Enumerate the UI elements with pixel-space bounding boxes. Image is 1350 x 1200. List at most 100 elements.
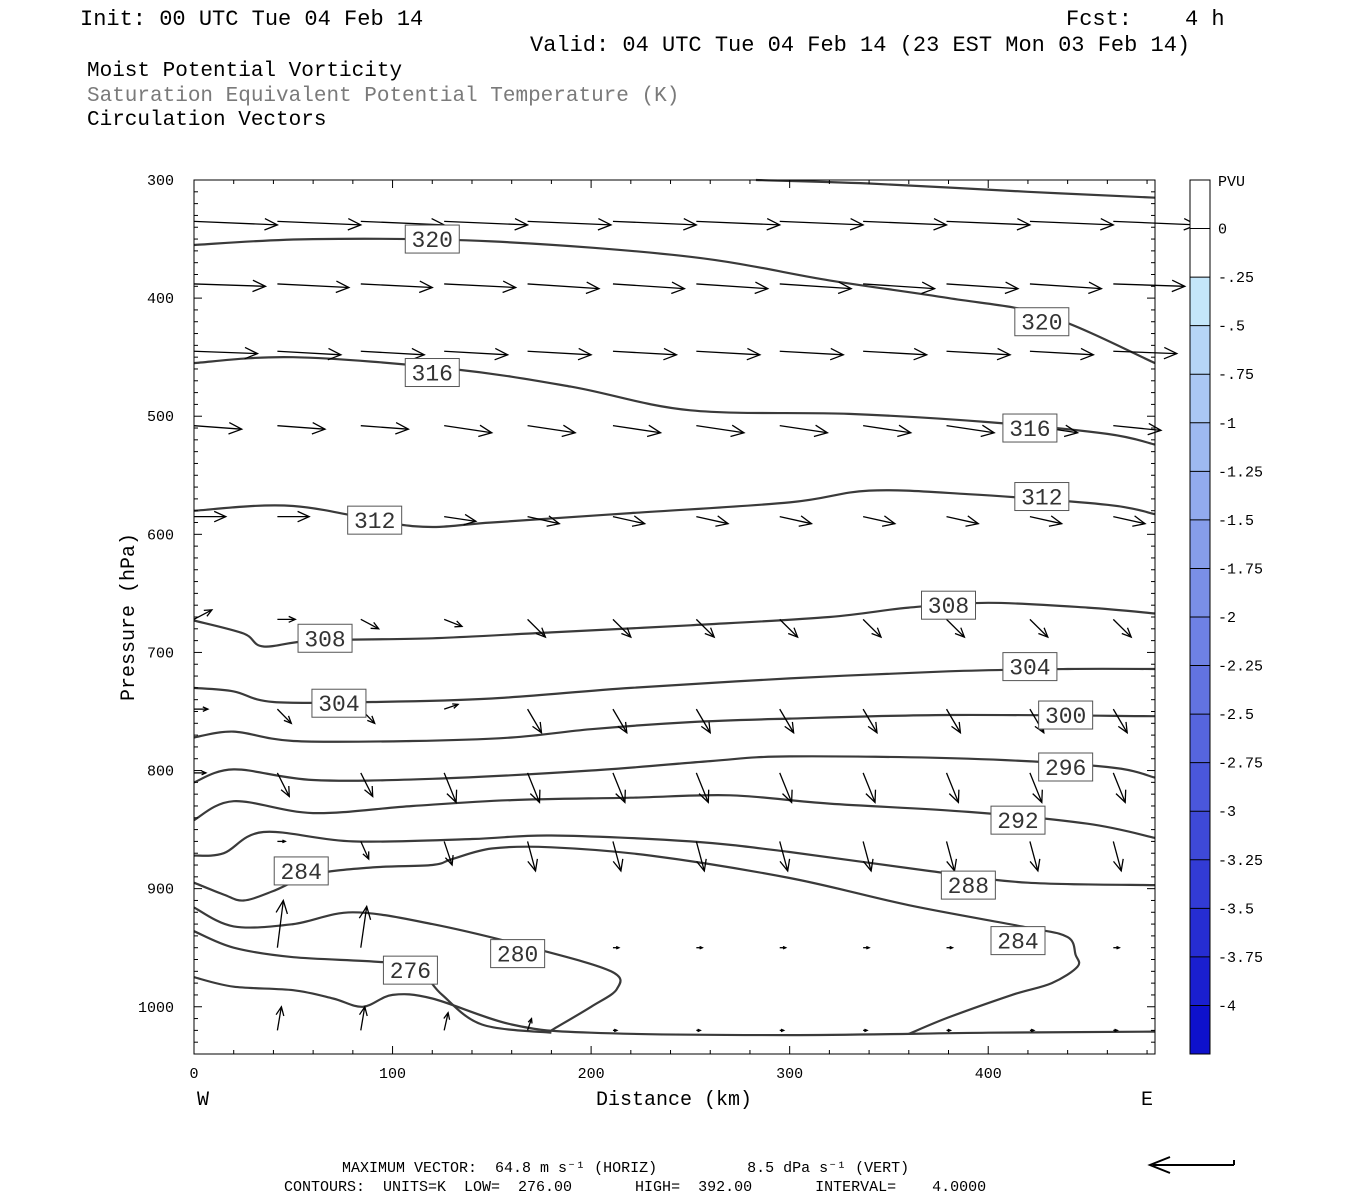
colorbar-tick-label: -2.5	[1218, 707, 1254, 724]
circulation-vector	[277, 615, 297, 623]
contour-label: 304	[311, 688, 367, 718]
circulation-vector	[695, 618, 716, 639]
circulation-vector	[612, 515, 647, 527]
colorbar-segment	[1190, 908, 1210, 958]
circulation-vector	[945, 708, 962, 735]
circulation-vector	[1113, 1028, 1119, 1033]
contour-label: 308	[297, 623, 353, 653]
contour-label-text: 276	[390, 959, 431, 985]
y-axis-label: Pressure (hPa)	[118, 533, 141, 701]
colorbar-tick-label: -2	[1218, 610, 1236, 627]
x-tick-label: 300	[776, 1066, 803, 1083]
circulation-vector	[194, 706, 210, 712]
valid-time: Valid: 04 UTC Tue 04 Feb 14 (23 EST Mon …	[530, 33, 1190, 58]
contour-line-280	[193, 906, 622, 1032]
circulation-vector	[193, 422, 244, 435]
x-tick-label: 100	[379, 1066, 406, 1083]
circulation-vector	[946, 945, 955, 950]
circulation-vector	[1113, 945, 1121, 950]
contour-label-text: 284	[281, 860, 322, 886]
circulation-vector	[863, 1028, 869, 1033]
colorbar-segment	[1190, 762, 1210, 812]
circulation-vector	[275, 898, 289, 948]
circulation-vector	[193, 218, 279, 231]
forecast-label: Fcst:	[1066, 7, 1132, 32]
colorbar-segment	[1190, 811, 1210, 861]
circulation-vector	[695, 772, 710, 804]
circulation-vector	[779, 945, 788, 950]
circulation-vector	[193, 346, 260, 360]
circulation-vector	[863, 945, 871, 950]
contour-label: 308	[921, 590, 977, 620]
colorbar-segment	[1190, 956, 1210, 1006]
circulation-vector	[1029, 841, 1041, 873]
circulation-vector	[443, 703, 460, 710]
circulation-vector	[612, 281, 686, 295]
y-tick-label: 800	[147, 764, 174, 781]
circulation-vector	[444, 424, 494, 438]
circulation-vector	[443, 1011, 451, 1031]
contour-label-text: 316	[412, 362, 453, 388]
colorbar-tick-label: -3.25	[1218, 853, 1263, 870]
circulation-vector	[612, 618, 632, 639]
circulation-vector	[1029, 515, 1064, 527]
field-title-2: Saturation Equivalent Potential Temperat…	[87, 85, 679, 108]
circulation-vector	[444, 513, 478, 526]
contour-label-text: 280	[497, 943, 538, 969]
x-axis-label: Distance (km)	[596, 1089, 752, 1112]
contour-label-text: 304	[318, 692, 359, 718]
circulation-vector	[276, 708, 293, 725]
contour-line-320	[193, 237, 1156, 365]
circulation-vector	[862, 515, 897, 527]
circulation-vector	[1112, 708, 1129, 735]
contour-label-text: 312	[1021, 486, 1062, 512]
colorbar-tick-label: -2.75	[1218, 756, 1263, 773]
contour-label-text: 284	[997, 930, 1038, 956]
circulation-vector	[946, 618, 966, 639]
x-tick-label: 400	[975, 1066, 1002, 1083]
contour-label-text: 308	[928, 594, 969, 620]
circulation-vector	[695, 841, 707, 873]
colorbar-tick-label: -1	[1218, 416, 1236, 433]
contour-label: 320	[1014, 307, 1070, 337]
y-tick-label: 1000	[138, 1000, 174, 1017]
contour-label: 316	[1002, 413, 1058, 443]
circulation-vector	[1029, 218, 1115, 231]
circulation-vector	[277, 347, 343, 361]
contour-label-text: 320	[1021, 311, 1062, 337]
colorbar-segment	[1190, 568, 1210, 618]
circulation-vector	[360, 280, 434, 294]
contour-line-unlabeled	[193, 976, 1156, 1037]
colorbar-tick-label: -1.25	[1218, 464, 1263, 481]
circulation-vector	[779, 841, 791, 873]
colorbar-tick-label: -4	[1218, 998, 1236, 1015]
field-title-1: Moist Potential Vorticity	[87, 60, 402, 83]
contour-line-300	[193, 713, 1156, 743]
x-tick-label: 200	[578, 1066, 605, 1083]
colorbar-tick-label: -.75	[1218, 367, 1254, 384]
circulation-vector	[1113, 279, 1187, 293]
circulation-vector	[277, 422, 327, 435]
circulation-vector	[526, 1017, 533, 1031]
colorbar-segment	[1190, 374, 1210, 424]
circulation-vector	[194, 770, 208, 776]
circulation-vector	[1113, 422, 1163, 436]
contour-labels: 320 320 316 316 312 312 308 308 304 304 300 296 292 2…	[273, 224, 1094, 985]
colorbar-tick-label: -1.75	[1218, 561, 1263, 578]
colorbar-segment	[1190, 325, 1210, 375]
circulation-vector	[277, 510, 311, 523]
contour-label: 276	[382, 955, 438, 985]
colorbar-segment	[1190, 228, 1210, 278]
y-tick-label: 600	[147, 527, 174, 544]
circulation-vector	[194, 510, 228, 523]
colorbar-segment	[1190, 422, 1210, 472]
y-tick-label: 400	[147, 291, 174, 308]
circulation-vector	[779, 281, 853, 295]
circulation-vector	[612, 424, 663, 438]
circulation-vector	[696, 424, 746, 438]
circulation-vector	[612, 945, 621, 950]
contour-label: 300	[1038, 700, 1094, 730]
colorbar-segment	[1190, 617, 1210, 667]
circulation-vector	[1112, 841, 1124, 873]
y-tick-label: 300	[147, 173, 174, 190]
